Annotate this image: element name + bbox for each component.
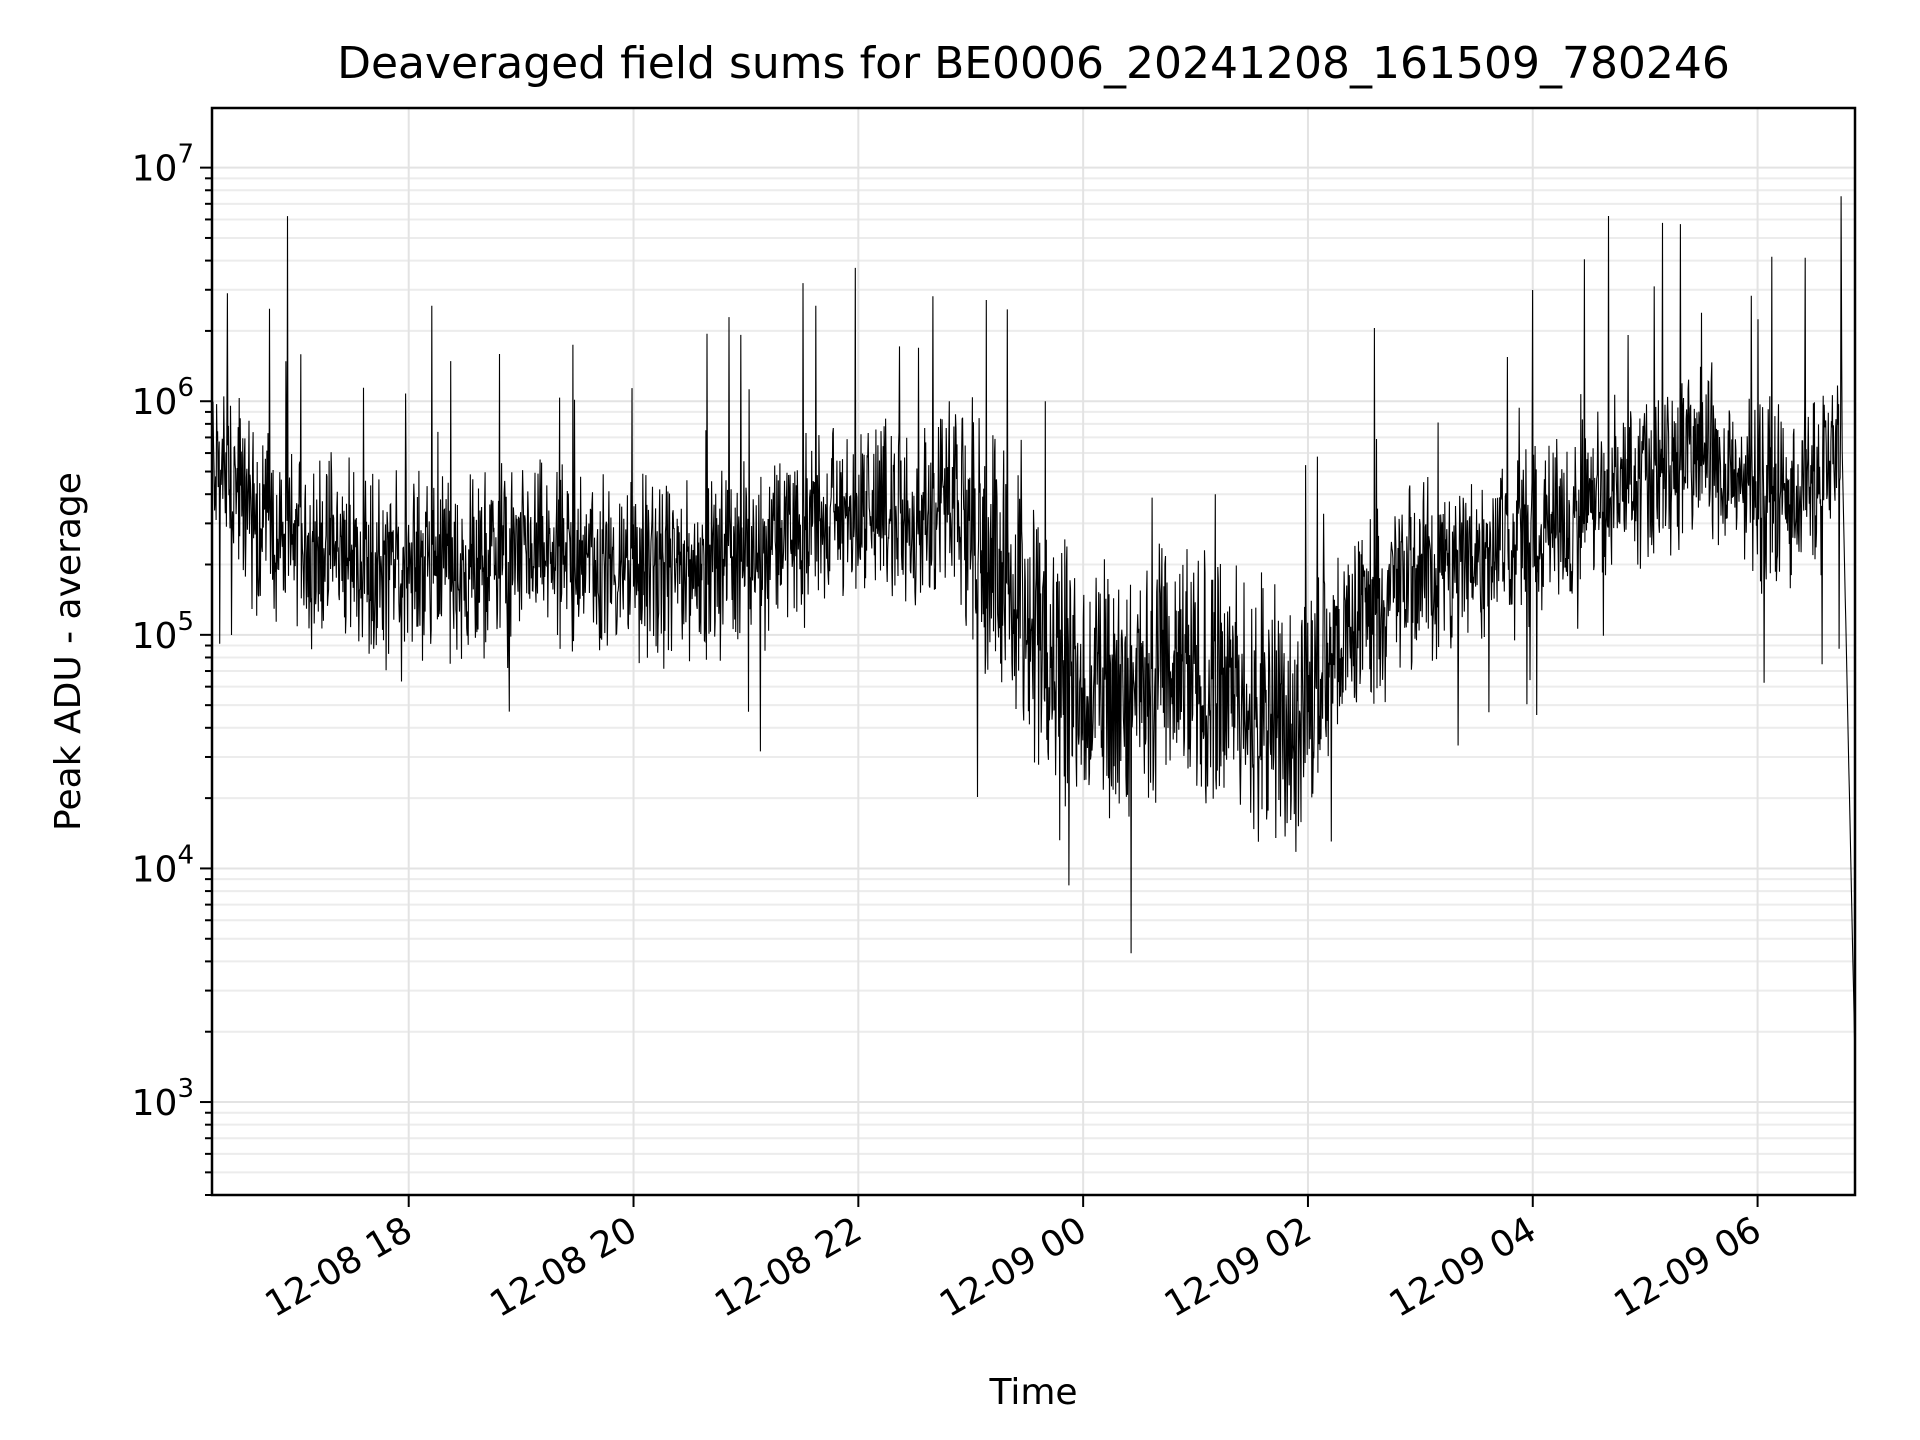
x-tick-label: 12-09 00 <box>933 1209 1094 1325</box>
plot-frame <box>210 106 1857 1197</box>
series-line <box>211 196 1856 1061</box>
grid <box>212 108 1855 1196</box>
x-tick-label: 12-09 02 <box>1158 1209 1319 1325</box>
x-axis: 12-08 18 12-08 20 12-08 22 12-09 00 12-09 02… <box>259 1195 1768 1326</box>
y-tick-exponent: 3 <box>177 1074 194 1104</box>
x-axis-label: Time <box>988 1372 1077 1413</box>
y-tick-label: 106 <box>132 373 194 423</box>
x-tick-label: 12-09 06 <box>1607 1209 1768 1325</box>
y-tick-base: 10 <box>132 149 178 190</box>
y-tick-base: 10 <box>132 849 178 890</box>
y-tick-label: 107 <box>132 140 194 190</box>
series-layer <box>211 196 1856 1061</box>
x-tick-label: 12-08 22 <box>708 1209 869 1325</box>
y-tick-exponent: 4 <box>177 840 194 870</box>
x-tick-label: 12-08 20 <box>483 1209 644 1325</box>
y-tick-label: 103 <box>132 1074 194 1124</box>
y-tick-base: 10 <box>132 382 178 423</box>
x-tick-label: 12-08 18 <box>259 1209 420 1325</box>
y-axis-label: Peak ADU - average <box>48 472 89 831</box>
y-tick-base: 10 <box>132 616 178 657</box>
y-tick-exponent: 6 <box>177 373 194 403</box>
chart-title: Deaveraged field sums for BE0006_2024120… <box>337 38 1730 89</box>
y-tick-exponent: 5 <box>177 607 194 637</box>
x-tick-label: 12-09 04 <box>1383 1209 1544 1325</box>
y-tick-label: 105 <box>132 607 194 657</box>
y-tick-base: 10 <box>132 1083 178 1124</box>
y-tick-label: 104 <box>132 840 194 890</box>
y-tick-exponent: 7 <box>177 140 194 170</box>
